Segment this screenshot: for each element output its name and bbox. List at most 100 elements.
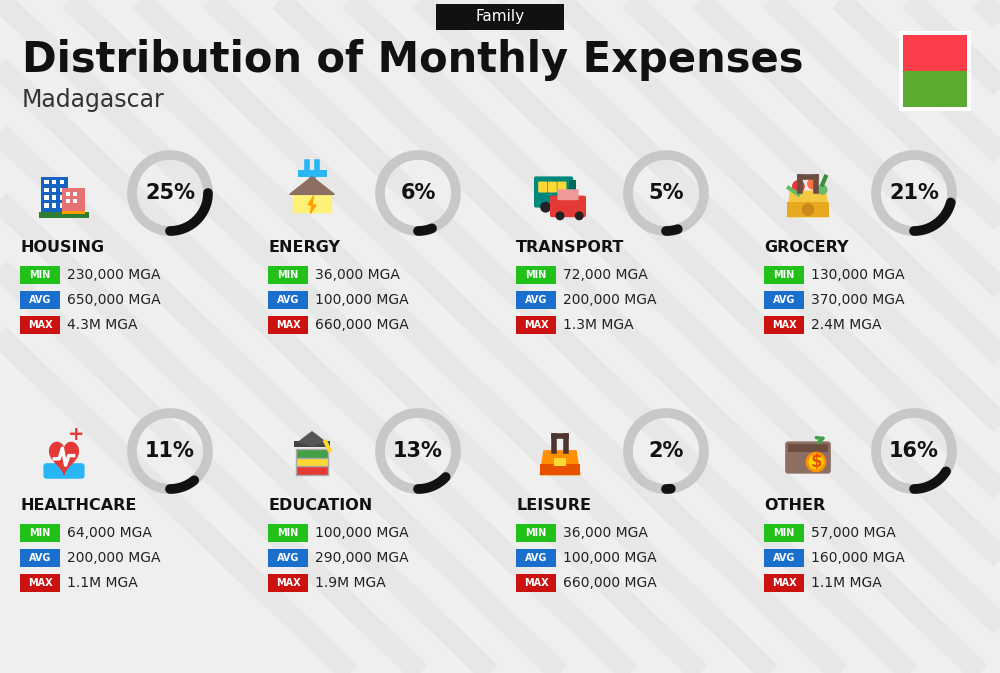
FancyBboxPatch shape [516, 266, 556, 284]
Text: MIN: MIN [277, 270, 299, 280]
Text: MAX: MAX [276, 578, 300, 588]
FancyBboxPatch shape [296, 456, 328, 466]
FancyBboxPatch shape [534, 176, 573, 207]
FancyBboxPatch shape [903, 35, 967, 71]
FancyBboxPatch shape [44, 188, 49, 192]
Circle shape [556, 211, 564, 220]
Text: 57,000 MGA: 57,000 MGA [811, 526, 896, 540]
Text: MIN: MIN [29, 528, 51, 538]
Text: HEALTHCARE: HEALTHCARE [20, 499, 136, 513]
FancyBboxPatch shape [516, 574, 556, 592]
Text: MAX: MAX [28, 320, 52, 330]
Text: MAX: MAX [772, 320, 796, 330]
FancyBboxPatch shape [268, 524, 308, 542]
FancyBboxPatch shape [60, 195, 64, 200]
FancyBboxPatch shape [73, 192, 77, 197]
Text: TRANSPORT: TRANSPORT [516, 240, 624, 256]
Text: MIN: MIN [277, 528, 299, 538]
Polygon shape [308, 196, 316, 213]
FancyBboxPatch shape [538, 182, 547, 192]
Text: $: $ [810, 453, 822, 471]
Text: 230,000 MGA: 230,000 MGA [67, 268, 160, 282]
FancyBboxPatch shape [785, 441, 831, 474]
FancyBboxPatch shape [20, 524, 60, 542]
Text: 64,000 MGA: 64,000 MGA [67, 526, 152, 540]
FancyBboxPatch shape [60, 188, 64, 192]
Text: 100,000 MGA: 100,000 MGA [563, 551, 657, 565]
FancyBboxPatch shape [557, 189, 579, 200]
FancyBboxPatch shape [60, 203, 64, 207]
FancyBboxPatch shape [268, 266, 308, 284]
FancyBboxPatch shape [52, 188, 56, 192]
Text: 200,000 MGA: 200,000 MGA [67, 551, 160, 565]
FancyBboxPatch shape [268, 316, 308, 334]
FancyBboxPatch shape [294, 441, 330, 447]
Circle shape [540, 202, 551, 213]
FancyBboxPatch shape [548, 182, 557, 192]
FancyBboxPatch shape [899, 31, 971, 111]
Text: Madagascar: Madagascar [22, 88, 165, 112]
FancyBboxPatch shape [516, 291, 556, 309]
Text: MAX: MAX [524, 578, 548, 588]
Text: 1.1M MGA: 1.1M MGA [811, 576, 882, 590]
FancyBboxPatch shape [516, 524, 556, 542]
Text: 11%: 11% [145, 441, 195, 461]
FancyBboxPatch shape [20, 549, 60, 567]
Polygon shape [298, 431, 326, 447]
Text: 16%: 16% [889, 441, 939, 461]
FancyBboxPatch shape [62, 211, 85, 214]
Text: 1.9M MGA: 1.9M MGA [315, 576, 386, 590]
Text: 21%: 21% [889, 183, 939, 203]
FancyBboxPatch shape [52, 180, 56, 184]
Circle shape [327, 448, 332, 452]
Text: 100,000 MGA: 100,000 MGA [315, 526, 409, 540]
Text: MIN: MIN [773, 528, 795, 538]
Text: AVG: AVG [525, 295, 547, 305]
Polygon shape [50, 442, 78, 474]
FancyBboxPatch shape [516, 549, 556, 567]
Text: 160,000 MGA: 160,000 MGA [811, 551, 905, 565]
FancyBboxPatch shape [44, 180, 49, 184]
Text: 650,000 MGA: 650,000 MGA [67, 293, 161, 307]
FancyBboxPatch shape [268, 574, 308, 592]
FancyBboxPatch shape [516, 316, 556, 334]
Circle shape [807, 178, 819, 190]
Circle shape [802, 203, 814, 216]
FancyBboxPatch shape [20, 574, 60, 592]
Text: 4.3M MGA: 4.3M MGA [67, 318, 138, 332]
FancyBboxPatch shape [268, 549, 308, 567]
FancyBboxPatch shape [554, 458, 566, 466]
FancyBboxPatch shape [764, 524, 804, 542]
FancyBboxPatch shape [903, 71, 967, 107]
Text: 100,000 MGA: 100,000 MGA [315, 293, 409, 307]
Circle shape [792, 180, 805, 192]
FancyBboxPatch shape [60, 180, 64, 184]
FancyBboxPatch shape [557, 182, 566, 192]
Text: 1.3M MGA: 1.3M MGA [563, 318, 634, 332]
Text: MIN: MIN [525, 528, 547, 538]
Text: MAX: MAX [28, 578, 52, 588]
Text: MIN: MIN [773, 270, 795, 280]
Text: OTHER: OTHER [764, 499, 825, 513]
FancyBboxPatch shape [52, 195, 56, 200]
Text: 36,000 MGA: 36,000 MGA [315, 268, 400, 282]
Text: Family: Family [475, 9, 525, 24]
Text: Distribution of Monthly Expenses: Distribution of Monthly Expenses [22, 39, 804, 81]
Polygon shape [540, 451, 580, 474]
Text: 200,000 MGA: 200,000 MGA [563, 293, 656, 307]
FancyBboxPatch shape [66, 199, 70, 203]
FancyBboxPatch shape [436, 4, 564, 30]
FancyBboxPatch shape [20, 316, 60, 334]
Polygon shape [293, 194, 331, 212]
Text: MIN: MIN [29, 270, 51, 280]
Circle shape [559, 202, 570, 213]
FancyBboxPatch shape [296, 449, 328, 458]
Text: 290,000 MGA: 290,000 MGA [315, 551, 409, 565]
Text: 13%: 13% [393, 441, 443, 461]
Text: 5%: 5% [648, 183, 684, 203]
Text: AVG: AVG [277, 295, 299, 305]
Text: AVG: AVG [773, 553, 795, 563]
Text: EDUCATION: EDUCATION [268, 499, 372, 513]
Circle shape [817, 184, 828, 194]
Circle shape [575, 211, 584, 220]
